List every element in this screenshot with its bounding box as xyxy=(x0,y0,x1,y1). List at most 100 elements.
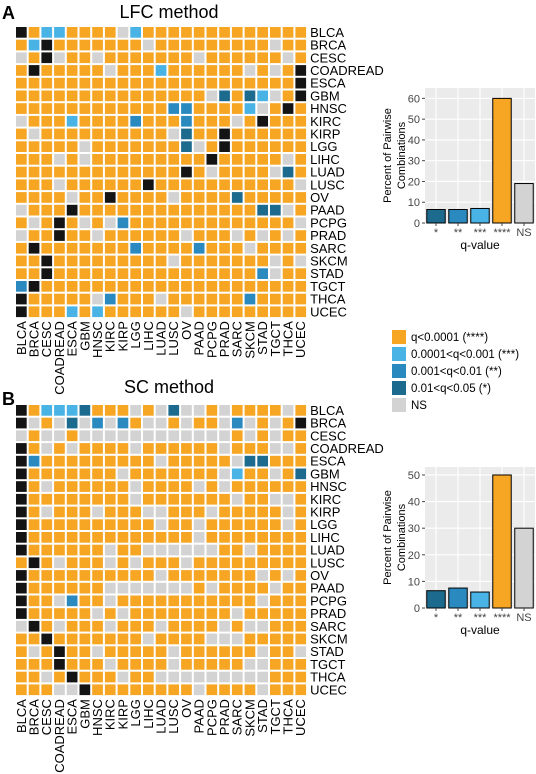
heatmap-cell xyxy=(28,204,40,216)
heatmap-cell xyxy=(257,557,268,569)
heatmap-cell xyxy=(104,90,116,102)
heatmap-cell xyxy=(16,633,27,645)
heatmap-cell xyxy=(155,532,167,543)
heatmap-cell xyxy=(92,52,103,64)
heatmap-cell xyxy=(54,192,65,203)
heatmap-cell xyxy=(193,582,205,594)
heatmap-cell xyxy=(168,293,180,305)
heatmap-cell xyxy=(270,468,281,480)
column-label: LGG xyxy=(128,699,143,726)
heatmap-cell xyxy=(219,519,230,530)
heatmap-cell xyxy=(270,52,281,64)
heatmap-cell xyxy=(28,103,40,114)
heatmap-cell xyxy=(130,620,141,632)
heatmap-cell xyxy=(28,179,40,191)
heatmap-cell xyxy=(206,39,218,51)
heatmap-cell xyxy=(181,671,192,683)
heatmap-cell xyxy=(206,281,218,292)
heatmap-cell xyxy=(219,493,230,505)
heatmap-cell xyxy=(206,65,218,76)
heatmap-cell xyxy=(104,519,116,530)
heatmap-cell xyxy=(92,405,103,416)
heatmap-cell xyxy=(117,293,129,305)
heatmap-cell xyxy=(181,293,192,305)
heatmap-cell xyxy=(219,192,230,203)
heatmap-cell xyxy=(282,192,294,203)
heatmap-cell xyxy=(28,633,40,645)
heatmap-cell xyxy=(206,255,218,267)
heatmap-cell xyxy=(206,481,218,492)
column-label: KIRP xyxy=(115,321,130,351)
heatmap-cell xyxy=(270,90,281,102)
heatmap-cell xyxy=(66,27,78,38)
heatmap-cell xyxy=(295,544,307,556)
heatmap-cell xyxy=(231,570,243,581)
heatmap-cell xyxy=(270,141,281,152)
heatmap-cell xyxy=(104,557,116,569)
heatmap-cell xyxy=(257,204,268,216)
heatmap-cell xyxy=(219,405,230,416)
heatmap-cell xyxy=(168,659,180,670)
heatmap-cell xyxy=(16,481,27,492)
heatmap-cell xyxy=(244,268,256,279)
heatmap-cell xyxy=(257,582,268,594)
heatmap-cell xyxy=(257,671,268,683)
heatmap-cell xyxy=(79,128,91,140)
row-label: SARC xyxy=(310,241,346,256)
heatmap-cell xyxy=(181,128,192,140)
heatmap-cell xyxy=(231,620,243,632)
heatmap-cell xyxy=(41,684,53,696)
heatmap-cell xyxy=(295,39,307,51)
heatmap-cell xyxy=(117,65,129,76)
heatmap-cell xyxy=(295,519,307,530)
heatmap-cell xyxy=(206,443,218,454)
heatmap-cell xyxy=(181,27,192,38)
heatmap-cell xyxy=(282,27,294,38)
heatmap-cell xyxy=(282,519,294,530)
heatmap-cell xyxy=(16,455,27,467)
heatmap-cell xyxy=(206,468,218,480)
heatmap-cell xyxy=(219,128,230,140)
heatmap-cell xyxy=(206,684,218,696)
heatmap-cell xyxy=(41,65,53,76)
heatmap-cell xyxy=(270,154,281,165)
heatmap-cell xyxy=(41,255,53,267)
column-label: CESC xyxy=(39,321,54,357)
heatmap-cell xyxy=(219,166,230,178)
heatmap-cell xyxy=(270,557,281,569)
heatmap-cell xyxy=(168,608,180,619)
heatmap-cell xyxy=(117,608,129,619)
heatmap-cell xyxy=(155,620,167,632)
heatmap-cell xyxy=(219,204,230,216)
heatmap-cell xyxy=(28,154,40,165)
heatmap-cell xyxy=(104,595,116,607)
heatmap-cell xyxy=(28,166,40,178)
x-tick-label: * xyxy=(434,227,439,239)
heatmap-cell xyxy=(168,192,180,203)
row-label: PAAD xyxy=(310,203,344,218)
heatmap-cell xyxy=(206,595,218,607)
heatmap-cell xyxy=(92,281,103,292)
heatmap-cell xyxy=(257,544,268,556)
row-label: LGG xyxy=(310,517,337,532)
heatmap-cell xyxy=(130,179,141,191)
heatmap-cell xyxy=(257,493,268,505)
heatmap-cell xyxy=(79,468,91,480)
heatmap-cell xyxy=(244,242,256,254)
heatmap-cell xyxy=(104,455,116,467)
heatmap-cell xyxy=(295,103,307,114)
heatmap-cell xyxy=(130,506,141,518)
heatmap-cell xyxy=(143,192,154,203)
heatmap-cell xyxy=(66,281,78,292)
bar xyxy=(514,527,534,609)
row-label: BLCA xyxy=(310,25,344,40)
heatmap-cell xyxy=(231,281,243,292)
row-label: ESCA xyxy=(310,76,346,91)
column-label: CESC xyxy=(39,699,54,735)
heatmap-cell xyxy=(104,633,116,645)
heatmap-cell xyxy=(66,417,78,429)
heatmap-cell xyxy=(143,532,154,543)
heatmap-cell xyxy=(193,532,205,543)
heatmap-cell xyxy=(206,217,218,229)
